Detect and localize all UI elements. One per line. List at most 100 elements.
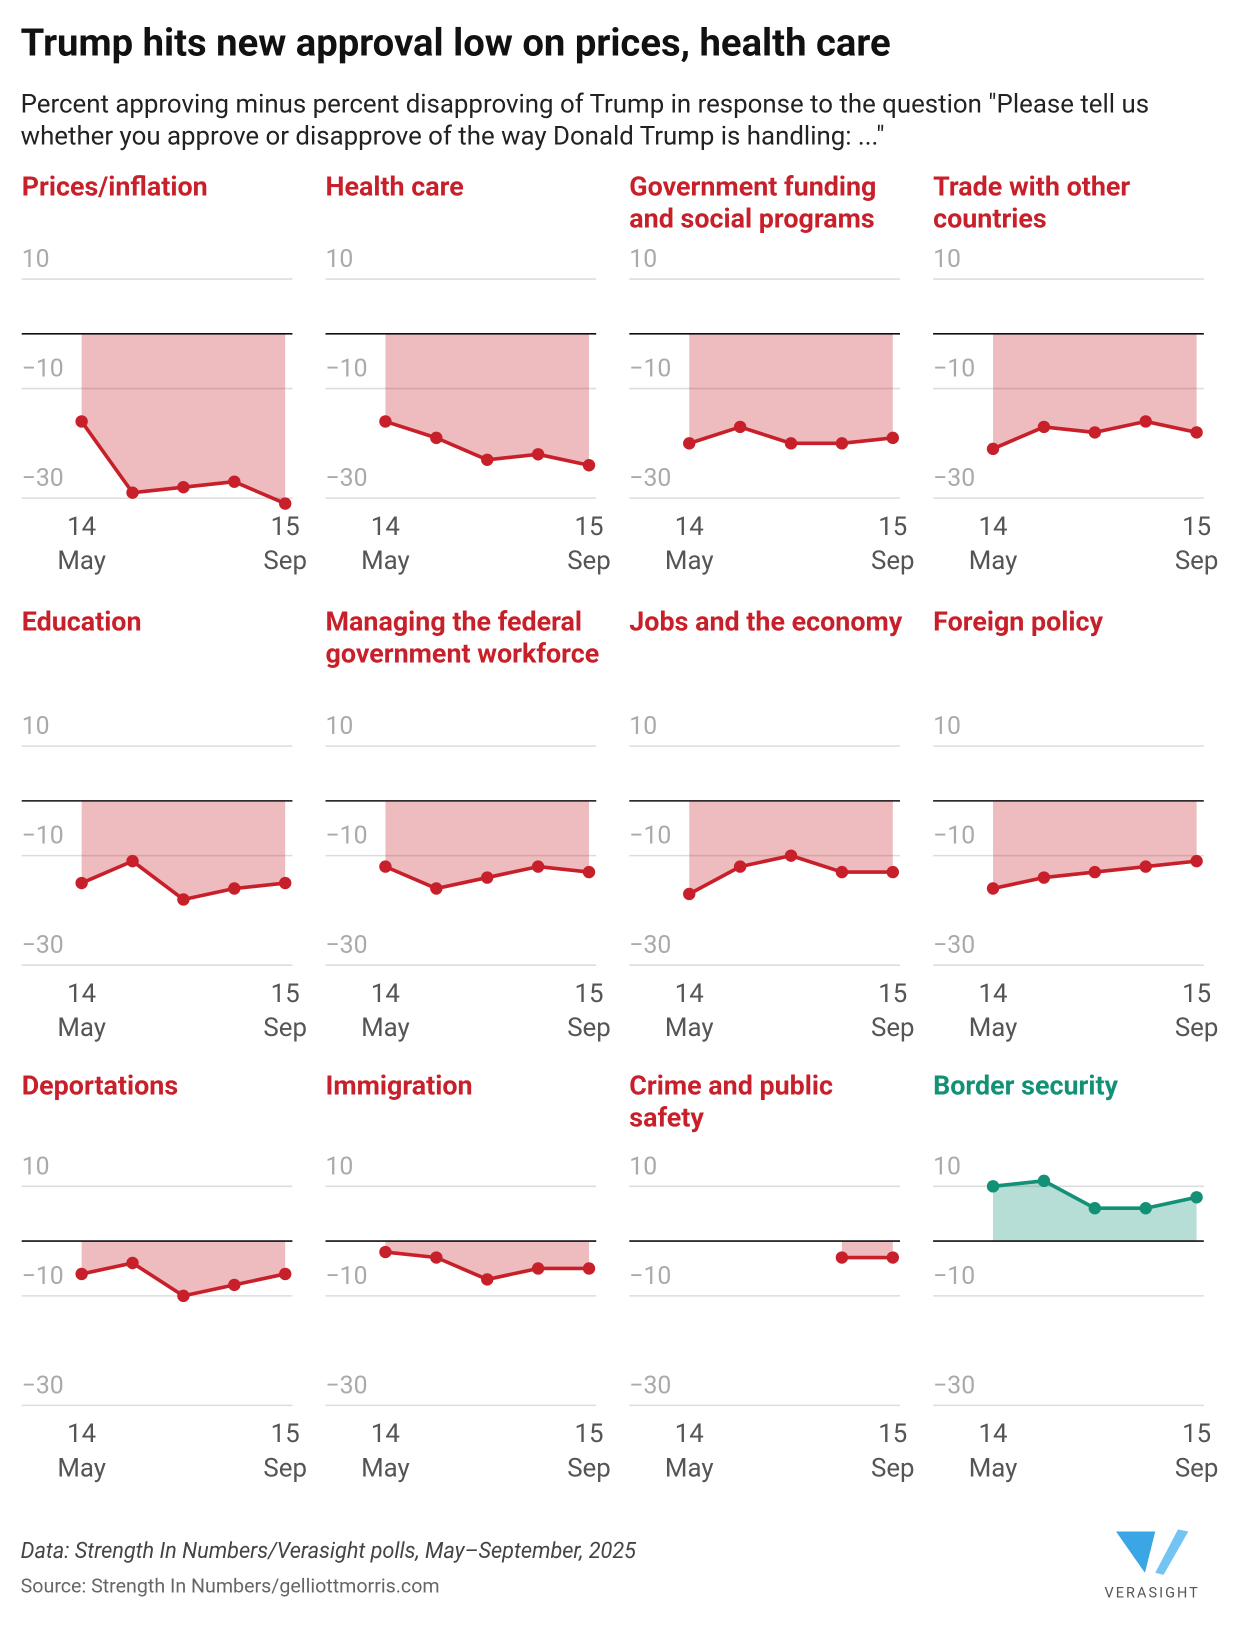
subtitle-box: Percent approving minus percent disappro…	[21, 90, 1149, 152]
panel-title-box: Border security	[933, 1070, 1119, 1102]
y-tick-label: −10	[629, 822, 671, 851]
x-tick-label: 15	[574, 979, 603, 1009]
x-tick-label: May	[969, 1013, 1018, 1043]
x-tick-label: 14	[979, 1419, 1008, 1449]
x-tick-label: Sep	[1175, 1453, 1219, 1483]
point	[1139, 860, 1152, 873]
x-tick-label: 15	[878, 979, 907, 1009]
y-tick-label: −10	[326, 355, 368, 384]
x-tick-label: 15	[271, 512, 300, 542]
y-tick-label: −30	[933, 931, 975, 960]
panel-title: Prices/inflation	[21, 171, 208, 203]
point	[1139, 415, 1152, 428]
y-tick-label: −10	[629, 355, 671, 384]
panel-title-box: Prices/inflation	[21, 171, 208, 203]
x-tick-label: Sep	[567, 1013, 611, 1043]
x-tick-label: Sep	[263, 546, 307, 576]
point	[279, 497, 292, 510]
logo-mark	[1155, 1529, 1189, 1575]
x-tick-label: Sep	[871, 546, 915, 576]
y-tick-label: −10	[326, 1262, 368, 1291]
point	[683, 887, 696, 901]
logo-text: VERASIGHT	[1104, 1584, 1199, 1601]
panel-title: Deportations	[21, 1070, 179, 1102]
point	[177, 480, 190, 494]
x-tick-label: Sep	[567, 1453, 611, 1483]
x-tick-label: May	[969, 1453, 1018, 1483]
y-tick-label: 10	[629, 1152, 657, 1181]
x-tick-label: 15	[574, 1419, 603, 1449]
area	[689, 800, 893, 894]
y-tick-label: 10	[326, 1152, 354, 1181]
x-tick-label: 15	[878, 512, 907, 542]
point	[986, 882, 1000, 895]
point	[279, 1267, 292, 1281]
point	[430, 882, 443, 895]
panel-title-box: Managing the federal government workforc…	[326, 607, 600, 670]
panel-title: Border security	[933, 1070, 1119, 1102]
x-tick-label: Sep	[871, 1013, 915, 1043]
y-tick-label: 10	[22, 712, 50, 741]
x-tick-label: May	[361, 546, 410, 576]
panel-title: Health care	[325, 171, 464, 203]
point	[177, 893, 190, 906]
point	[1088, 426, 1102, 439]
point	[986, 1180, 1000, 1193]
point	[228, 1278, 241, 1292]
point	[784, 849, 798, 862]
x-tick-label: 14	[67, 512, 96, 542]
y-tick-label: −30	[326, 1371, 368, 1400]
note: Data: Strength In Numbers/Verasight poll…	[21, 1539, 636, 1564]
panel-title: Crime and public safety	[629, 1070, 834, 1134]
x-tick-label: May	[969, 546, 1018, 576]
point	[582, 865, 596, 879]
x-tick-label: 14	[371, 979, 400, 1009]
x-tick-label: May	[57, 1013, 106, 1043]
y-tick-label: −10	[326, 822, 368, 851]
point	[379, 860, 392, 873]
x-tick-label: 15	[271, 979, 300, 1009]
x-tick-label: Sep	[263, 1013, 307, 1043]
point	[733, 420, 747, 434]
point	[531, 448, 545, 461]
y-tick-label: 10	[326, 245, 354, 274]
point	[986, 442, 1000, 456]
x-tick-label: May	[57, 1453, 106, 1483]
panel-title-box: Foreign policy	[933, 607, 1103, 638]
y-tick-label: −30	[629, 464, 671, 493]
x-tick-label: 15	[1182, 512, 1211, 542]
point	[228, 882, 241, 895]
logo-mark	[1116, 1531, 1156, 1573]
y-tick-label: −30	[933, 1371, 975, 1400]
panel-title: Trade with other countries	[933, 171, 1131, 235]
y-tick-label: −30	[22, 1371, 64, 1400]
area	[689, 333, 893, 444]
point	[228, 475, 241, 488]
y-tick-label: 10	[22, 1152, 50, 1181]
point	[177, 1289, 190, 1303]
x-tick-label: Sep	[1175, 1013, 1219, 1043]
point	[126, 854, 139, 868]
y-tick-label: 10	[629, 712, 657, 741]
x-tick-label: 14	[979, 512, 1008, 542]
area	[81, 333, 286, 504]
area	[385, 1241, 589, 1280]
point	[1139, 1202, 1152, 1215]
x-tick-label: 14	[371, 1419, 400, 1449]
point	[733, 860, 747, 873]
point	[75, 1267, 88, 1281]
point	[126, 1256, 139, 1270]
y-tick-label: 10	[933, 1152, 961, 1181]
point	[75, 876, 88, 890]
y-tick-label: −10	[933, 822, 975, 851]
x-tick-label: 15	[1182, 979, 1211, 1009]
logo: VERASIGHT	[1104, 1529, 1199, 1601]
x-tick-label: Sep	[263, 1453, 307, 1483]
x-tick-label: 15	[271, 1419, 300, 1449]
